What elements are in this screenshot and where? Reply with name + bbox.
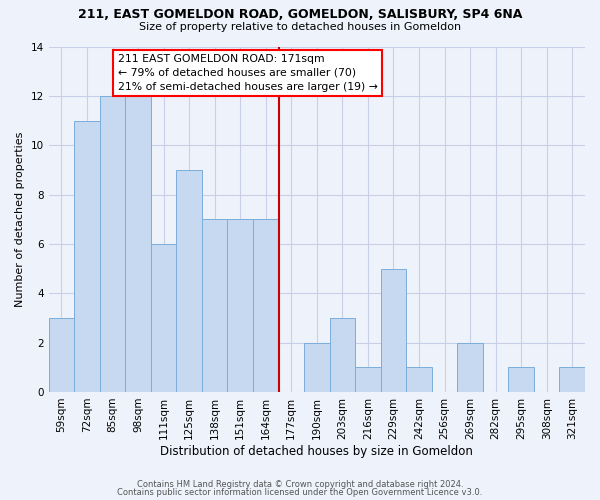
Bar <box>380 268 406 392</box>
Text: Contains public sector information licensed under the Open Government Licence v3: Contains public sector information licen… <box>118 488 482 497</box>
Bar <box>125 96 151 392</box>
Bar <box>329 318 355 392</box>
Bar <box>176 170 202 392</box>
Bar <box>49 318 74 392</box>
Y-axis label: Number of detached properties: Number of detached properties <box>15 132 25 307</box>
Bar <box>151 244 176 392</box>
Text: 211 EAST GOMELDON ROAD: 171sqm
← 79% of detached houses are smaller (70)
21% of : 211 EAST GOMELDON ROAD: 171sqm ← 79% of … <box>118 54 377 92</box>
Bar <box>304 342 329 392</box>
Bar <box>202 219 227 392</box>
Bar <box>253 219 278 392</box>
Text: 211, EAST GOMELDON ROAD, GOMELDON, SALISBURY, SP4 6NA: 211, EAST GOMELDON ROAD, GOMELDON, SALIS… <box>78 8 522 20</box>
Text: Contains HM Land Registry data © Crown copyright and database right 2024.: Contains HM Land Registry data © Crown c… <box>137 480 463 489</box>
Bar <box>100 96 125 392</box>
Bar <box>508 368 534 392</box>
Bar <box>406 368 432 392</box>
Bar <box>74 120 100 392</box>
Bar <box>355 368 380 392</box>
X-axis label: Distribution of detached houses by size in Gomeldon: Distribution of detached houses by size … <box>160 444 473 458</box>
Bar <box>227 219 253 392</box>
Bar <box>457 342 483 392</box>
Text: Size of property relative to detached houses in Gomeldon: Size of property relative to detached ho… <box>139 22 461 32</box>
Bar <box>559 368 585 392</box>
